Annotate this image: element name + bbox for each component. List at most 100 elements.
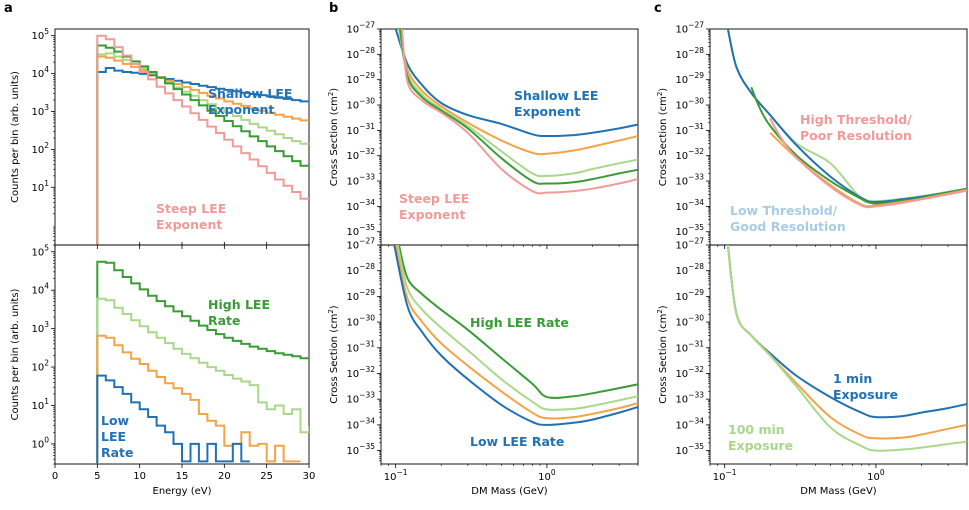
annotation-text: Steep LEE xyxy=(156,201,226,216)
series-line-blue xyxy=(393,245,638,426)
y-tick-label: 10−33 xyxy=(346,391,375,406)
series-line-orange xyxy=(96,334,301,464)
annotation-text: Low LEE Rate xyxy=(470,434,564,449)
annotation-text: Exponent xyxy=(156,217,222,232)
series-group xyxy=(96,34,309,245)
y-tick-label: 10−32 xyxy=(346,147,375,162)
chart-c-lower: 10−27 10−28 10−29 10−30 10−31 10−32 10−33 10−34… xyxy=(656,237,968,497)
y-tick-label: 10−31 xyxy=(675,339,704,354)
y-axis-label: Cross Section (cm2) xyxy=(327,88,340,187)
y-tick-label: 101 xyxy=(31,179,49,194)
y-tick-label: 10−31 xyxy=(346,122,375,137)
series-line-orange xyxy=(394,245,638,420)
y-tick-label: 104 xyxy=(31,282,49,297)
annotation-text: High Threshold/ xyxy=(800,112,912,127)
series-line-orange xyxy=(726,245,967,440)
panel-label-b: b xyxy=(329,1,338,16)
y-tick-label: 100 xyxy=(31,435,49,450)
y-tick-label: 10−28 xyxy=(675,262,704,277)
plot-frame xyxy=(709,244,968,465)
y-tick-label: 10−34 xyxy=(346,198,375,213)
series-line-green xyxy=(399,29,638,185)
y-axis-label: Cross Section (cm2) xyxy=(327,305,340,404)
annotation-text: Low xyxy=(101,413,130,428)
y-tick-label: 10−35 xyxy=(346,442,375,457)
panel-label-c: c xyxy=(654,1,662,16)
series-group xyxy=(726,245,967,452)
y-tick-label: 105 xyxy=(31,27,49,42)
x-tick-label: 10−1 xyxy=(384,468,408,483)
y-tick-label: 10−30 xyxy=(346,97,375,112)
series-line-lightgreen xyxy=(96,297,309,464)
y-tick-label: 10−33 xyxy=(675,391,704,406)
annotation-text: Steep LEE xyxy=(399,191,469,206)
annotation-text: LEE xyxy=(101,429,126,444)
series-line-pink xyxy=(400,29,638,195)
annotation-text: 1 min xyxy=(833,371,872,386)
series-line-blue xyxy=(96,67,309,245)
y-tick-label: 10−34 xyxy=(675,198,704,213)
x-tick-label: 20 xyxy=(218,471,231,482)
x-axis-label: Energy (eV) xyxy=(153,486,212,497)
y-tick-label: 10−31 xyxy=(675,122,704,137)
series-line-lightgreen xyxy=(396,245,638,411)
series-line-pink xyxy=(769,117,967,209)
annotation-text: Exposure xyxy=(728,438,793,453)
y-tick-label: 10−30 xyxy=(675,97,704,112)
y-tick-label: 10−33 xyxy=(346,173,375,188)
annotation-text: Shallow LEE xyxy=(208,86,292,101)
annotation-text: Poor Resolution xyxy=(800,128,912,143)
y-tick-label: 10−32 xyxy=(675,365,704,380)
series-line-green xyxy=(750,86,967,205)
y-tick-label: 10−29 xyxy=(675,71,704,86)
x-tick-label: 10−1 xyxy=(713,468,737,483)
annotation-text: Low Threshold/ xyxy=(730,203,838,218)
annotation-text: Exposure xyxy=(833,387,898,402)
series-line-lightgreen xyxy=(726,245,967,452)
annotation-text: Rate xyxy=(101,445,134,460)
annotation-text: Good Resolution xyxy=(730,219,846,234)
series-line-green xyxy=(96,260,309,464)
chart-c: 10−27 10−28 10−29 10−30 10−31 10−32 10−33 10−34… xyxy=(656,21,968,249)
y-tick-label: 10−29 xyxy=(346,288,375,303)
series-group xyxy=(394,29,638,195)
series-line-pink xyxy=(96,34,309,245)
y-tick-label: 102 xyxy=(31,359,49,374)
y-axis-label: Counts per bin (arb. units) xyxy=(10,288,21,420)
x-tick-label: 10 xyxy=(133,471,146,482)
y-tick-label: 10−27 xyxy=(675,237,704,252)
y-tick-label: 103 xyxy=(31,320,49,335)
x-tick-label: 100 xyxy=(867,468,885,483)
series-group xyxy=(393,245,638,426)
series-group xyxy=(96,260,309,464)
y-tick-label: 10−27 xyxy=(675,21,704,36)
x-tick-label: 0 xyxy=(52,471,58,482)
y-tick-label: 105 xyxy=(31,243,49,258)
series-group xyxy=(726,29,967,209)
panel-label-a: a xyxy=(4,1,13,16)
y-tick-label: 10−30 xyxy=(675,314,704,329)
series-line-blue xyxy=(96,374,250,464)
y-tick-label: 104 xyxy=(31,65,49,80)
chart-a-lower: 105 104 103 102 101 100 0 5 10 15 20 25 30 Energy (eV… xyxy=(10,243,315,497)
y-tick-label: 10−32 xyxy=(675,147,704,162)
y-tick-label: 10−34 xyxy=(675,416,704,431)
plot-frame xyxy=(380,244,639,465)
y-axis-label: Counts per bin (arb. units) xyxy=(10,71,21,203)
y-tick-label: 10−28 xyxy=(346,262,375,277)
x-tick-label: 15 xyxy=(176,471,189,482)
annotation-text: High LEE Rate xyxy=(470,315,569,330)
y-tick-label: 10−34 xyxy=(346,416,375,431)
annotation-text: Exponent xyxy=(399,207,465,222)
y-tick-label: 101 xyxy=(31,397,49,412)
y-tick-label: 10−28 xyxy=(675,46,704,61)
y-axis-label: Cross Section (cm2) xyxy=(656,88,669,187)
x-tick-label: 25 xyxy=(260,471,273,482)
annotation-text: Shallow LEE xyxy=(514,88,598,103)
y-tick-label: 10−28 xyxy=(346,46,375,61)
x-axis-label: DM Mass (GeV) xyxy=(800,486,877,497)
plots: 105 104 103 102 101 Counts per bin (arb. unit… xyxy=(10,21,968,497)
y-tick-label: 103 xyxy=(31,103,49,118)
y-tick-label: 10−35 xyxy=(675,442,704,457)
